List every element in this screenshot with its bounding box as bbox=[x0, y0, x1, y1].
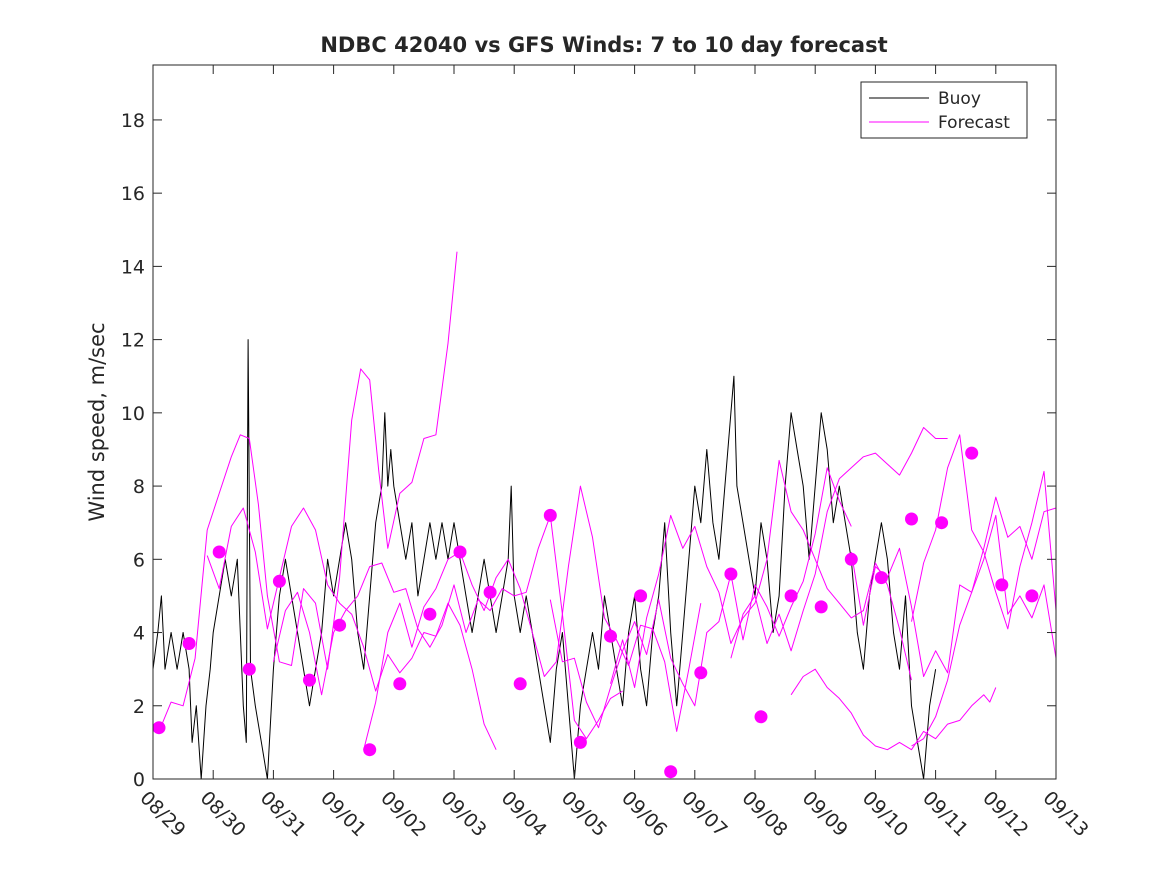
forecast-marker-22 bbox=[814, 600, 828, 614]
legend-box bbox=[860, 81, 1028, 139]
forecast-marker-13 bbox=[543, 508, 557, 522]
forecast-marker-5 bbox=[303, 673, 316, 687]
forecast-marker-16 bbox=[634, 589, 648, 603]
y-tick-label-0: 0 bbox=[133, 769, 145, 791]
forecast-marker-20 bbox=[754, 710, 768, 724]
forecast-marker-6 bbox=[333, 618, 347, 632]
y-axis-label: Wind speed, m/sec bbox=[85, 322, 109, 521]
forecast-marker-18 bbox=[694, 666, 708, 680]
forecast-marker-2 bbox=[212, 545, 226, 559]
forecast-marker-28 bbox=[995, 578, 1009, 592]
y-tick-label-2: 4 bbox=[133, 623, 145, 645]
forecast-marker-15 bbox=[604, 629, 617, 643]
forecast-marker-10 bbox=[453, 545, 467, 559]
forecast-marker-14 bbox=[573, 735, 587, 749]
forecast-series-line-7 bbox=[730, 427, 948, 659]
y-tick-label-6: 12 bbox=[121, 330, 145, 352]
forecast-marker-26 bbox=[935, 516, 949, 530]
forecast-marker-3 bbox=[242, 662, 256, 676]
chart-title: NDBC 42040 vs GFS Winds: 7 to 10 day for… bbox=[320, 33, 887, 57]
forecast-marker-8 bbox=[393, 677, 407, 691]
y-tick-label-9: 18 bbox=[121, 110, 145, 132]
axes-box bbox=[152, 64, 1057, 780]
y-tick-label-4: 8 bbox=[133, 476, 145, 498]
plot-area bbox=[152, 251, 1057, 780]
y-tick-label-1: 2 bbox=[133, 696, 145, 718]
forecast-marker-23 bbox=[844, 552, 858, 566]
forecast-marker-11 bbox=[483, 585, 497, 599]
forecast-marker-4 bbox=[272, 574, 286, 588]
forecast-marker-17 bbox=[664, 765, 678, 779]
forecast-series-line-10 bbox=[911, 434, 1057, 630]
legend-forecast-label: Forecast bbox=[938, 113, 1010, 133]
forecast-marker-0 bbox=[152, 721, 166, 735]
forecast-series-line-3 bbox=[272, 514, 623, 740]
y-tick-label-3: 6 bbox=[133, 549, 145, 571]
forecast-series-line-8 bbox=[790, 668, 997, 751]
forecast-marker-7 bbox=[363, 743, 377, 757]
buoy-series-line bbox=[152, 339, 937, 780]
y-tick-label-8: 16 bbox=[121, 183, 145, 205]
legend: Buoy Forecast bbox=[860, 81, 1028, 139]
legend-buoy-label: Buoy bbox=[938, 89, 981, 109]
forecast-marker-1 bbox=[182, 637, 196, 650]
forecast-marker-25 bbox=[905, 512, 918, 526]
y-tick-label-7: 14 bbox=[121, 256, 145, 278]
forecast-marker-29 bbox=[1025, 589, 1039, 603]
forecast-marker-19 bbox=[724, 567, 738, 581]
forecast-marker-21 bbox=[784, 589, 798, 603]
forecast-marker-24 bbox=[874, 571, 888, 585]
forecast-marker-9 bbox=[423, 607, 437, 621]
y-tick-label-5: 10 bbox=[121, 403, 145, 425]
forecast-series-line-2 bbox=[206, 507, 497, 750]
forecast-series-line-11 bbox=[911, 496, 1057, 747]
forecast-marker-27 bbox=[965, 446, 979, 460]
forecast-marker-12 bbox=[513, 677, 527, 691]
forecast-series-line-1 bbox=[158, 251, 458, 732]
